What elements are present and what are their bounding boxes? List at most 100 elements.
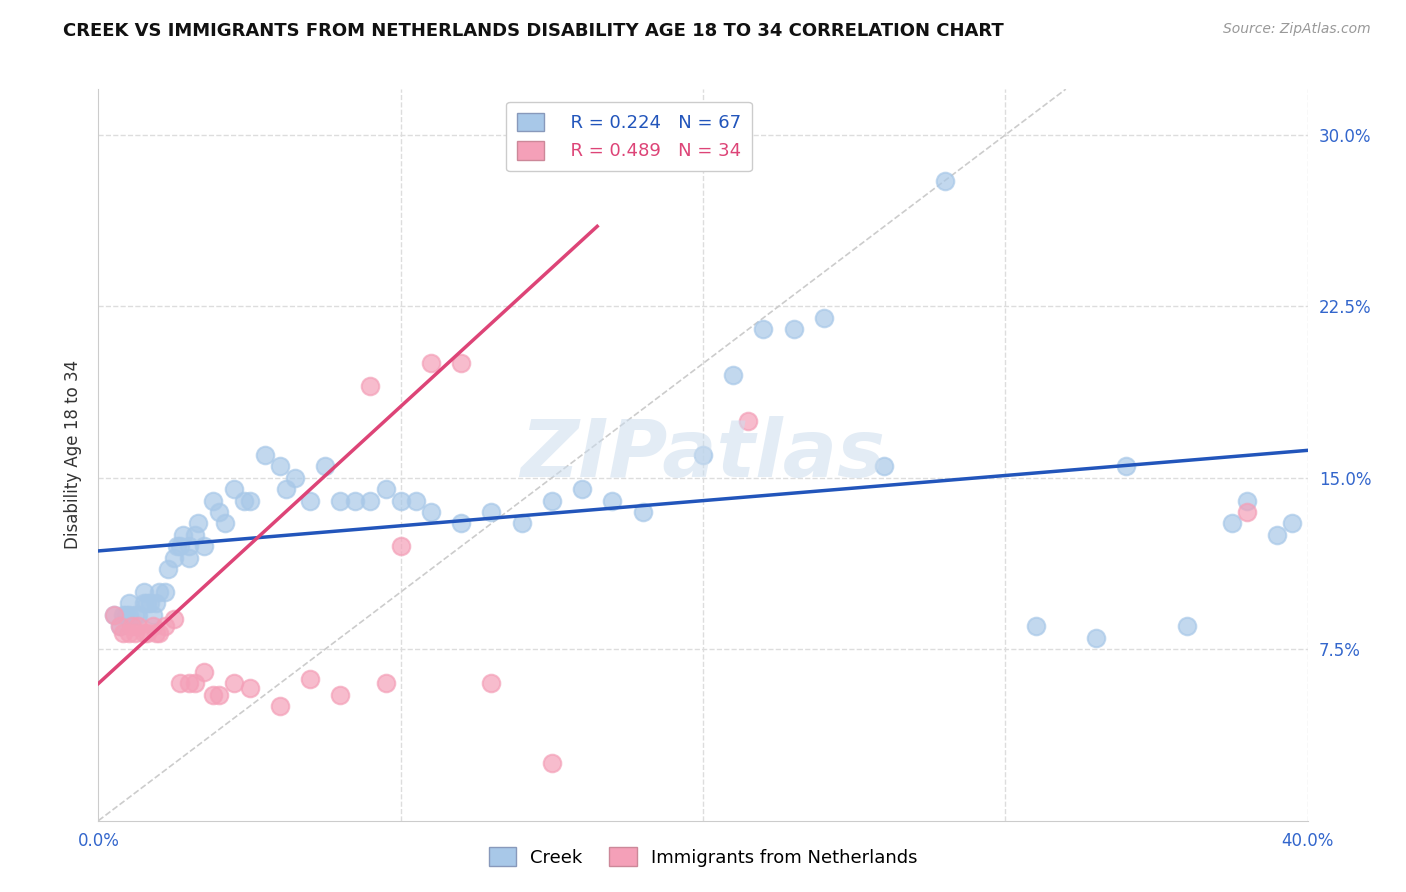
Point xyxy=(737,414,759,428)
Point xyxy=(153,585,176,599)
Point xyxy=(1115,459,1137,474)
Point xyxy=(239,493,262,508)
Point xyxy=(374,676,396,690)
Point xyxy=(166,539,188,553)
Point xyxy=(214,516,236,531)
Point xyxy=(127,619,149,633)
Point xyxy=(1267,528,1289,542)
Point xyxy=(269,459,291,474)
Point xyxy=(179,676,201,690)
Point xyxy=(873,459,896,474)
Point xyxy=(179,539,201,553)
Point xyxy=(299,672,322,686)
Point xyxy=(450,516,472,531)
Point xyxy=(389,493,412,508)
Point xyxy=(481,505,503,519)
Point xyxy=(1175,619,1198,633)
Point xyxy=(1236,493,1258,508)
Point xyxy=(114,607,136,622)
Point xyxy=(179,550,201,565)
Point xyxy=(156,562,179,576)
Text: CREEK VS IMMIGRANTS FROM NETHERLANDS DISABILITY AGE 18 TO 34 CORRELATION CHART: CREEK VS IMMIGRANTS FROM NETHERLANDS DIS… xyxy=(63,22,1004,40)
Point xyxy=(540,756,562,771)
Point xyxy=(631,505,654,519)
Point xyxy=(172,528,194,542)
Point xyxy=(1236,505,1258,519)
Point xyxy=(723,368,745,382)
Point xyxy=(602,493,624,508)
Point xyxy=(127,607,149,622)
Point xyxy=(1085,631,1108,645)
Point xyxy=(132,585,155,599)
Y-axis label: Disability Age 18 to 34: Disability Age 18 to 34 xyxy=(63,360,82,549)
Point xyxy=(187,516,209,531)
Point xyxy=(193,665,215,679)
Point xyxy=(208,505,231,519)
Point xyxy=(121,619,143,633)
Point xyxy=(253,448,276,462)
Point xyxy=(208,688,231,702)
Point xyxy=(752,322,775,336)
Point xyxy=(145,626,167,640)
Point xyxy=(132,597,155,611)
Point xyxy=(934,173,956,187)
Point xyxy=(169,676,191,690)
Point xyxy=(145,597,167,611)
Point xyxy=(224,482,246,496)
Text: ZIPatlas: ZIPatlas xyxy=(520,416,886,494)
Point xyxy=(124,607,146,622)
Point xyxy=(124,626,146,640)
Point xyxy=(374,482,396,496)
Point xyxy=(299,493,322,508)
Point xyxy=(148,585,170,599)
Point xyxy=(111,607,134,622)
Point xyxy=(193,539,215,553)
Point xyxy=(163,550,186,565)
Point xyxy=(202,493,225,508)
Point xyxy=(1281,516,1303,531)
Point xyxy=(360,493,382,508)
Point xyxy=(571,482,593,496)
Point xyxy=(108,619,131,633)
Point xyxy=(108,619,131,633)
Legend: Creek, Immigrants from Netherlands: Creek, Immigrants from Netherlands xyxy=(481,840,925,874)
Text: Source: ZipAtlas.com: Source: ZipAtlas.com xyxy=(1223,22,1371,37)
Point xyxy=(142,607,165,622)
Point xyxy=(269,699,291,714)
Point xyxy=(783,322,806,336)
Point xyxy=(1220,516,1243,531)
Point xyxy=(420,356,443,371)
Point xyxy=(274,482,297,496)
Point xyxy=(118,597,141,611)
Point xyxy=(420,505,443,519)
Point xyxy=(139,597,162,611)
Point xyxy=(481,676,503,690)
Point xyxy=(103,607,125,622)
Point xyxy=(692,448,714,462)
Point xyxy=(148,626,170,640)
Point xyxy=(284,471,307,485)
Point xyxy=(224,676,246,690)
Point xyxy=(184,676,207,690)
Point xyxy=(135,626,157,640)
Point xyxy=(153,619,176,633)
Point xyxy=(239,681,262,695)
Point xyxy=(118,607,141,622)
Point xyxy=(132,626,155,640)
Point xyxy=(169,539,191,553)
Point xyxy=(135,597,157,611)
Point xyxy=(111,626,134,640)
Point xyxy=(389,539,412,553)
Point xyxy=(510,516,533,531)
Point xyxy=(184,528,207,542)
Point xyxy=(540,493,562,508)
Legend:   R = 0.224   N = 67,   R = 0.489   N = 34: R = 0.224 N = 67, R = 0.489 N = 34 xyxy=(506,102,752,171)
Point xyxy=(163,613,186,627)
Point xyxy=(142,619,165,633)
Point xyxy=(118,626,141,640)
Point xyxy=(360,379,382,393)
Point xyxy=(314,459,336,474)
Point xyxy=(344,493,367,508)
Point xyxy=(103,607,125,622)
Point xyxy=(813,310,835,325)
